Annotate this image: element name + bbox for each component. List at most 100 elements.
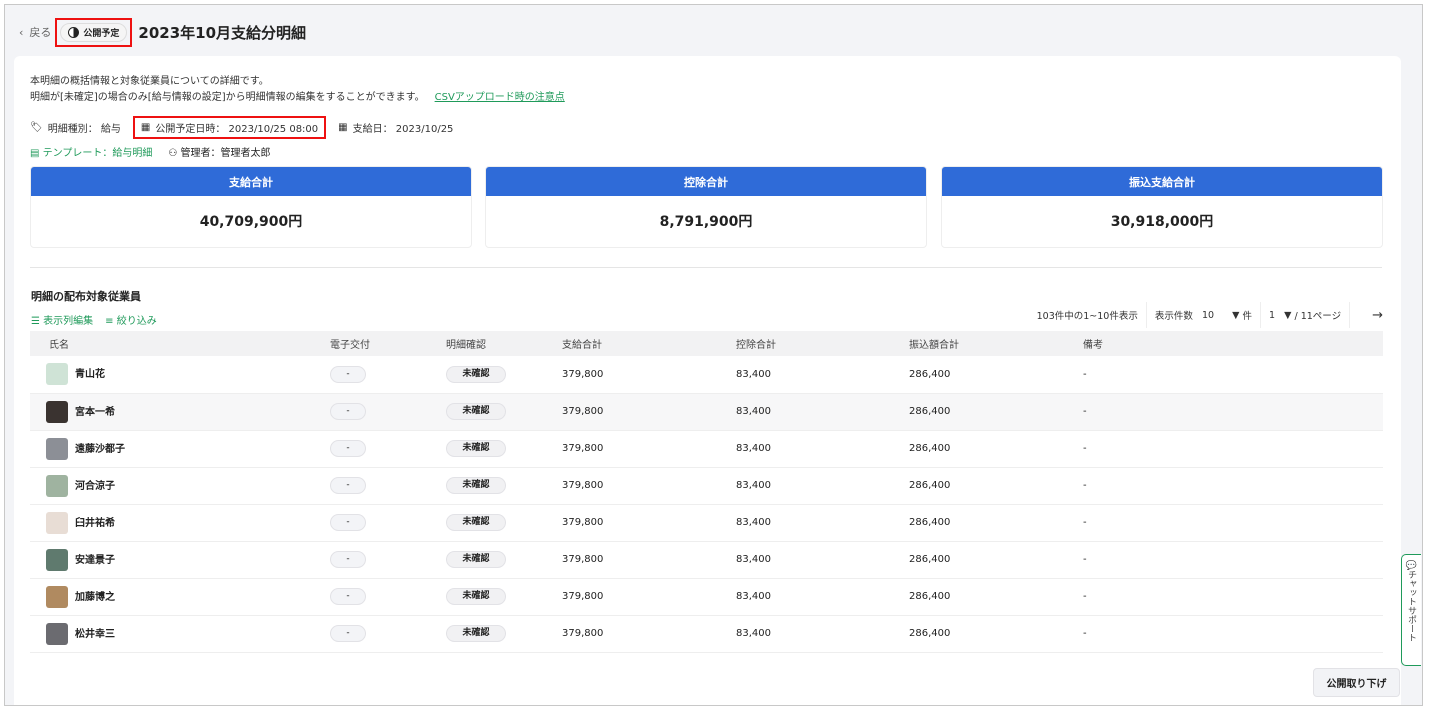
cell-net: 286,400 [909, 356, 1083, 394]
next-page-arrow-icon[interactable]: → [1349, 302, 1391, 328]
meta-row-2: ▤ テンプレート：給与明細 ⚇ 管理者：管理者太郎 [30, 144, 271, 159]
confirm-status-pill: 未確認 [446, 551, 506, 568]
table-row[interactable]: 安達景子 - 未確認 379,800 83,400 286,400 - [30, 541, 1383, 579]
table-row[interactable]: 臼井祐希 - 未確認 379,800 83,400 286,400 - [30, 504, 1383, 542]
cell-confirm: 未確認 [446, 541, 562, 579]
detail-card: 本明細の概括情報と対象従業員についての詳細です。 明細が[未確定]の場合のみ[給… [14, 56, 1401, 705]
col-deduct[interactable]: 控除合計 [736, 331, 909, 356]
cell-pay: 379,800 [562, 541, 736, 579]
cell-name: 加藤博之 [30, 578, 330, 616]
col-note[interactable]: 備考 [1083, 331, 1383, 356]
col-pay[interactable]: 支給合計 [562, 331, 736, 356]
cell-name: 遠藤沙都子 [30, 430, 330, 468]
tag-icon: 🏷 [30, 122, 43, 133]
delivery-pill: - [330, 477, 366, 494]
cell-confirm: 未確認 [446, 393, 562, 431]
half-circle-icon [68, 26, 80, 38]
csv-notes-link[interactable]: CSVアップロード時の注意点 [434, 92, 565, 103]
caret-down-icon: ▼ [1284, 309, 1292, 321]
avatar [46, 622, 68, 645]
template-link[interactable]: ▤ テンプレート：給与明細 [30, 148, 153, 159]
users-icon: ⚇ [168, 148, 181, 159]
back-button[interactable]: ‹ 戻る [19, 25, 52, 40]
employee-table: 氏名 電子交付 明細確認 支給合計 控除合計 振込額合計 備考 青山花 - 未確… [30, 331, 1383, 653]
cell-deduct: 83,400 [736, 504, 909, 542]
table-row[interactable]: 青山花 - 未確認 379,800 83,400 286,400 - [30, 356, 1383, 394]
cell-note: - [1083, 578, 1383, 616]
table-row[interactable]: 遠藤沙都子 - 未確認 379,800 83,400 286,400 - [30, 430, 1383, 468]
table-row[interactable]: 加藤博之 - 未確認 379,800 83,400 286,400 - [30, 578, 1383, 616]
col-name[interactable]: 氏名 [30, 331, 330, 356]
cell-delivery: - [330, 541, 446, 579]
confirm-status-pill: 未確認 [446, 625, 506, 642]
cell-net: 286,400 [909, 467, 1083, 505]
delivery-pill: - [330, 365, 366, 383]
cell-confirm: 未確認 [446, 430, 562, 468]
cell-confirm: 未確認 [446, 504, 562, 542]
page-select[interactable]: 1 ▼ / 11ページ [1260, 302, 1349, 328]
avatar [46, 474, 68, 497]
table-row[interactable]: 松井幸三 - 未確認 379,800 83,400 286,400 - [30, 615, 1383, 653]
avatar [46, 437, 68, 460]
cell-confirm: 未確認 [446, 578, 562, 616]
range-text: 103件中の1~10件表示 [1036, 311, 1138, 322]
delivery-pill: - [330, 588, 366, 605]
status-highlight: 公開予定 [55, 17, 133, 47]
description: 本明細の概括情報と対象従業員についての詳細です。 明細が[未確定]の場合のみ[給… [30, 76, 565, 103]
cell-confirm: 未確認 [446, 356, 562, 394]
cell-net: 286,400 [909, 430, 1083, 468]
unpublish-button[interactable]: 公開取り下げ [1313, 668, 1400, 697]
cell-name: 臼井祐希 [30, 504, 330, 542]
cell-net: 286,400 [909, 578, 1083, 616]
col-delivery[interactable]: 電子交付 [330, 331, 446, 356]
avatar [46, 585, 68, 608]
delivery-pill: - [330, 625, 366, 642]
cell-note: - [1083, 504, 1383, 542]
col-confirm[interactable]: 明細確認 [446, 331, 562, 356]
confirm-status-pill: 未確認 [446, 403, 506, 420]
cell-pay: 379,800 [562, 430, 736, 468]
confirm-status-pill: 未確認 [446, 440, 506, 457]
filter-icon: ≡ [105, 316, 117, 327]
confirm-status-pill: 未確認 [446, 477, 506, 494]
cell-confirm: 未確認 [446, 467, 562, 505]
confirm-status-pill: 未確認 [446, 365, 506, 383]
app-frame: ‹ 戻る 公開予定 2023年10月支給分明細 本明細の概括情報と対象従業員につい… [4, 4, 1423, 706]
cell-name: 宮本一希 [30, 393, 330, 431]
table-row[interactable]: 河合涼子 - 未確認 379,800 83,400 286,400 - [30, 467, 1383, 505]
summary-pay: 支給合計 40,709,900円 [30, 166, 472, 248]
confirm-status-pill: 未確認 [446, 514, 506, 531]
per-page-select[interactable]: 表示件数 10 ▼ 件 [1145, 302, 1260, 328]
publish-date: ▦ 公開予定日時： 2023/10/25 08:00 [132, 116, 327, 139]
avatar [46, 548, 68, 571]
delivery-pill: - [330, 403, 366, 420]
cell-delivery: - [330, 615, 446, 653]
calendar-icon: ▦ [140, 122, 151, 133]
edit-columns-button[interactable]: ☰ 表示列編集 [31, 316, 94, 327]
cell-deduct: 83,400 [736, 430, 909, 468]
cell-deduct: 83,400 [736, 578, 909, 616]
table-header: 氏名 電子交付 明細確認 支給合計 控除合計 振込額合計 備考 [30, 331, 1383, 356]
cell-name: 青山花 [30, 356, 330, 394]
table-row[interactable]: 宮本一希 - 未確認 379,800 83,400 286,400 - [30, 393, 1383, 431]
cell-name: 松井幸三 [30, 615, 330, 653]
page-title: 2023年10月支給分明細 [138, 23, 307, 42]
cell-net: 286,400 [909, 615, 1083, 653]
cell-pay: 379,800 [562, 504, 736, 542]
cell-net: 286,400 [909, 393, 1083, 431]
section-title: 明細の配布対象従業員 [31, 290, 141, 303]
table-tools: ☰ 表示列編集 ≡ 絞り込み [31, 312, 157, 327]
col-net[interactable]: 振込額合計 [909, 331, 1083, 356]
avatar [46, 363, 68, 386]
cell-delivery: - [330, 504, 446, 542]
caret-down-icon: ▼ [1232, 309, 1240, 321]
delivery-pill: - [330, 514, 366, 531]
cell-deduct: 83,400 [736, 467, 909, 505]
cell-confirm: 未確認 [446, 615, 562, 653]
chat-support-tab[interactable]: 💬 チャットサポート [1401, 554, 1421, 666]
manager: ⚇ 管理者：管理者太郎 [168, 148, 271, 159]
filter-button[interactable]: ≡ 絞り込み [105, 316, 157, 327]
cell-pay: 379,800 [562, 615, 736, 653]
avatar [46, 511, 68, 534]
cell-note: - [1083, 541, 1383, 579]
